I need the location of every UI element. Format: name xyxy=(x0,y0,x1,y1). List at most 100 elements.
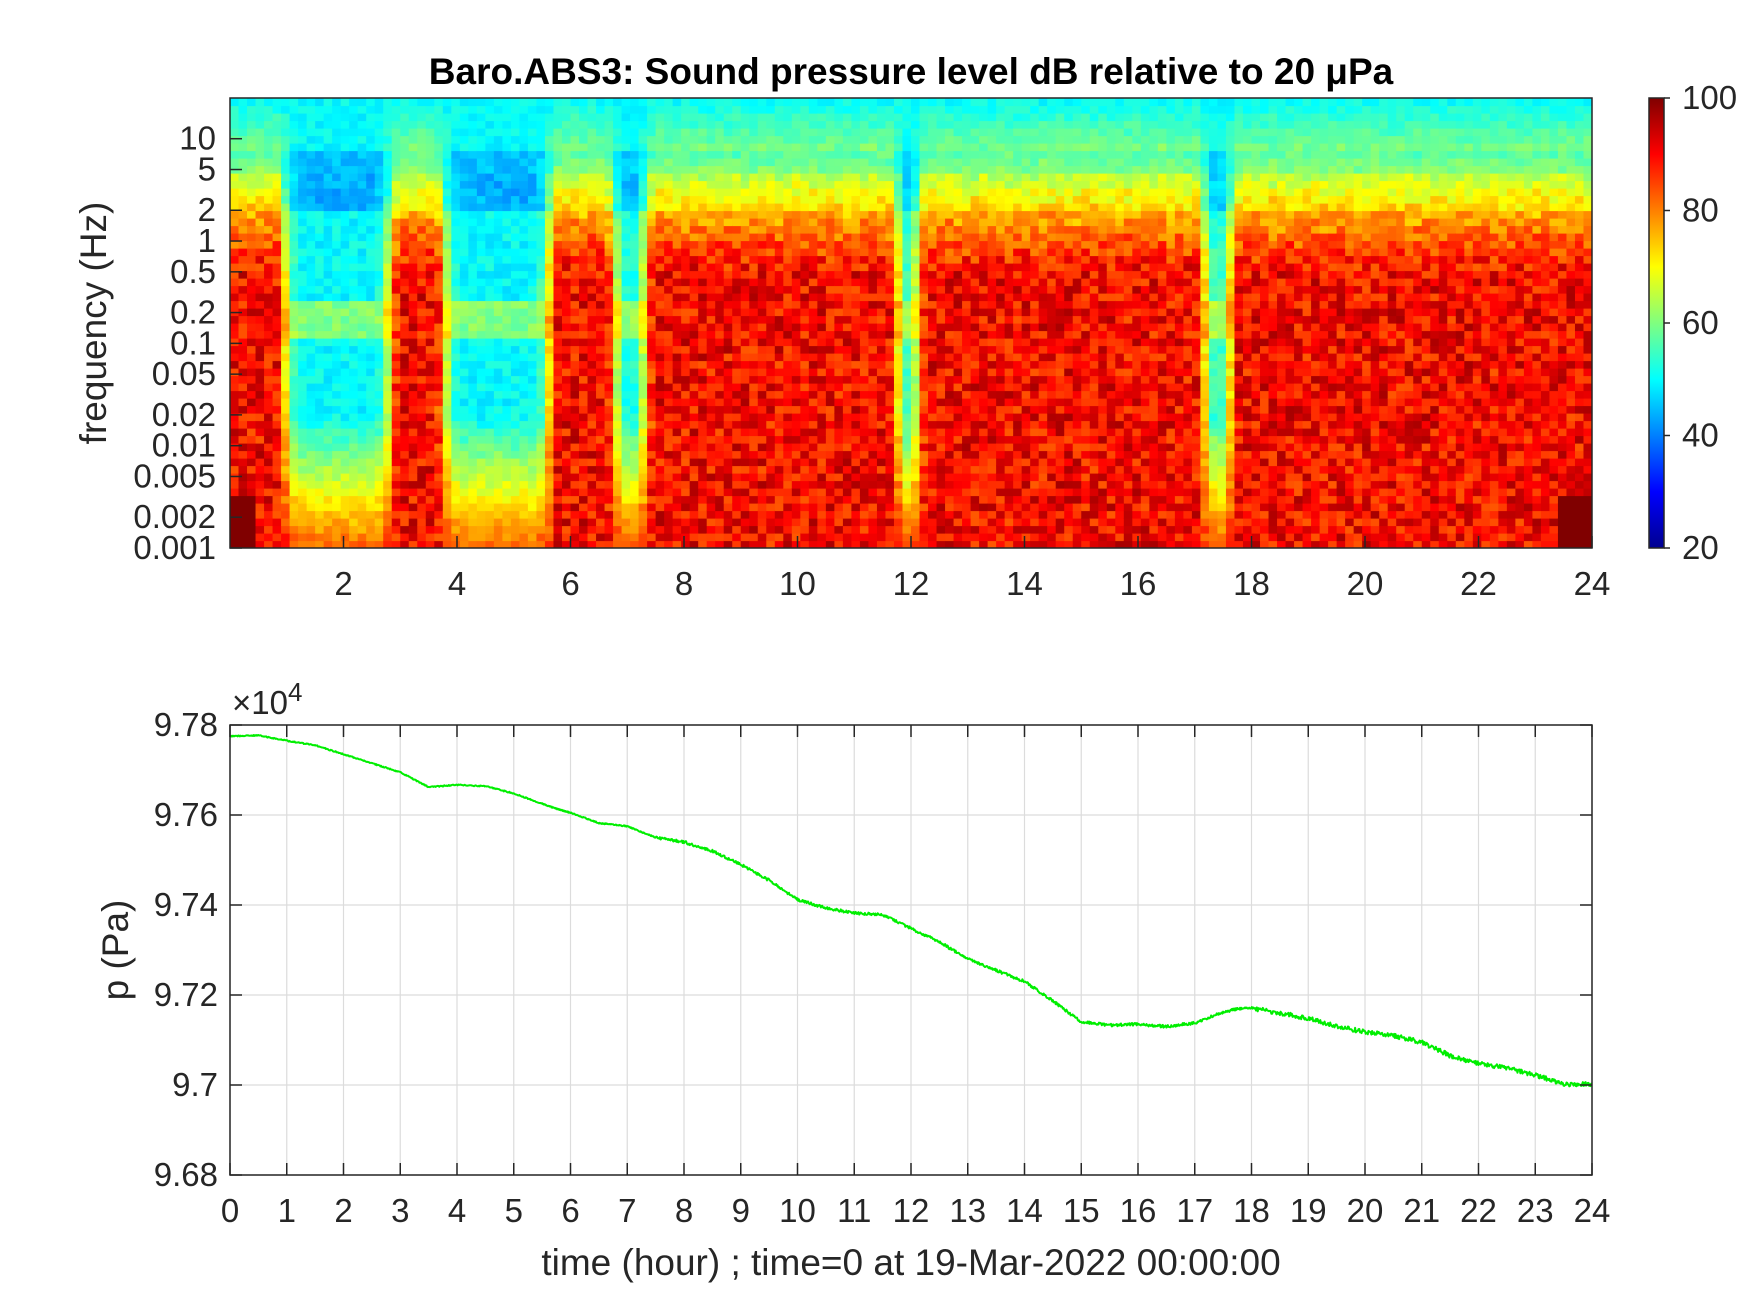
spectrogram-cell xyxy=(613,540,623,548)
spectrogram-cell xyxy=(451,255,461,264)
spectrogram-cell xyxy=(774,248,784,257)
spectrogram-cell xyxy=(400,315,410,324)
spectrogram-cell xyxy=(757,488,767,497)
spectrogram-cell xyxy=(502,113,512,122)
spectrogram-cell xyxy=(902,105,912,114)
spectrogram-cell xyxy=(800,540,810,548)
spectrogram-cell xyxy=(740,263,750,272)
spectrogram-cell xyxy=(579,180,589,189)
spectrogram-cell xyxy=(834,255,844,264)
spectrogram-cell xyxy=(791,120,801,129)
spectrogram-cell xyxy=(817,158,827,167)
spectrogram-cell xyxy=(383,270,393,279)
spectrogram-cell xyxy=(604,495,614,504)
spectrogram-cell xyxy=(902,308,912,317)
spectrogram-cell xyxy=(485,480,495,489)
spectrogram-cell xyxy=(723,255,733,264)
spectrogram-cell xyxy=(238,300,248,309)
spectrogram-cell xyxy=(630,480,640,489)
spectrogram-cell xyxy=(570,443,580,452)
spectrogram-cell xyxy=(306,203,316,212)
spectrogram-cell xyxy=(732,533,742,542)
spectrogram-cell xyxy=(374,180,384,189)
spectrogram-cell xyxy=(689,510,699,519)
spectrogram-cell xyxy=(527,188,538,197)
spectrogram-cell xyxy=(876,383,887,392)
spectrogram-cell xyxy=(425,188,435,197)
spectrogram-cell xyxy=(885,488,895,497)
spectrogram-cell xyxy=(264,360,274,369)
spectrogram-cell xyxy=(510,240,521,249)
spectrogram-cell xyxy=(264,533,274,542)
spectrogram-cell xyxy=(306,450,316,459)
spectrogram-cell xyxy=(604,255,614,264)
spectrogram-cell xyxy=(391,188,401,197)
spectrogram-cell xyxy=(298,248,308,257)
spectrogram-cell xyxy=(400,525,410,534)
spectrogram-cell xyxy=(570,368,580,377)
spectrogram-cell xyxy=(630,165,640,174)
spectrogram-cell xyxy=(527,165,538,174)
spectrogram-cell xyxy=(570,225,580,234)
spectrogram-cell xyxy=(561,435,572,444)
spectrogram-cell xyxy=(911,450,921,459)
spectrogram-cell xyxy=(664,398,674,407)
spectrogram-cell xyxy=(630,120,640,129)
spectrogram-cell xyxy=(544,263,555,272)
spectrogram-cell xyxy=(238,390,248,399)
spectrogram-cell xyxy=(230,533,240,542)
spectrogram-cell xyxy=(417,120,427,129)
spectrogram-cell xyxy=(527,450,538,459)
spectrogram-cell xyxy=(757,353,767,362)
spectrogram-cell xyxy=(587,225,597,234)
spectrogram-cell xyxy=(638,255,648,264)
spectrogram-cell xyxy=(740,218,750,227)
spectrogram-cell xyxy=(553,368,563,377)
spectrogram-cell xyxy=(255,308,265,317)
spectrogram-cell xyxy=(536,390,546,399)
spectrogram-cell xyxy=(596,465,606,474)
spectrogram-cell xyxy=(238,345,248,354)
spectrogram-cell xyxy=(868,473,878,482)
spectrogram-cell xyxy=(740,518,750,527)
spectrogram-cell xyxy=(851,495,861,504)
spectrogram-cell xyxy=(800,353,810,362)
spectrogram-cell xyxy=(281,368,291,377)
spectrogram-cell xyxy=(732,248,742,257)
spectrogram-cell xyxy=(289,255,299,264)
spectrogram-cell xyxy=(919,420,929,429)
spectrogram-cell xyxy=(698,188,708,197)
spectrogram-cell xyxy=(247,105,257,114)
spectrogram-cell xyxy=(851,255,861,264)
spectrogram-cell xyxy=(596,158,606,167)
spectrogram-cell xyxy=(570,278,580,287)
spectrogram-cell xyxy=(264,150,274,159)
spectrogram-cell xyxy=(298,450,308,459)
spectrogram-cell xyxy=(825,173,835,182)
spectrogram-cell xyxy=(238,255,248,264)
spectrogram-cell xyxy=(851,353,861,362)
spectrogram-cell xyxy=(859,435,870,444)
spectrogram-cell xyxy=(476,233,486,242)
spectrogram-cell xyxy=(323,278,333,287)
spectrogram-cell xyxy=(357,285,367,294)
spectrogram-cell xyxy=(417,473,427,482)
spectrogram-cell xyxy=(417,443,427,452)
spectrogram-cell xyxy=(553,113,563,122)
spectrogram-cell xyxy=(553,158,563,167)
spectrogram-cell xyxy=(757,105,767,114)
spectrogram-cell xyxy=(561,210,572,219)
spectrogram-cell xyxy=(630,233,640,242)
spectrogram-cell xyxy=(876,525,887,534)
spectrogram-cell xyxy=(706,210,716,219)
spectrogram-cell xyxy=(587,203,597,212)
spectrogram-cell xyxy=(902,525,912,534)
spectrogram-cell xyxy=(876,450,887,459)
spectrogram-cell xyxy=(766,128,776,137)
spectrogram-cell xyxy=(655,203,665,212)
spectrogram-cell xyxy=(689,473,699,482)
spectrogram-cell xyxy=(842,360,853,369)
spectrogram-cell xyxy=(536,173,546,182)
spectrogram-cell xyxy=(459,165,469,174)
spectrogram-cell xyxy=(902,428,912,437)
